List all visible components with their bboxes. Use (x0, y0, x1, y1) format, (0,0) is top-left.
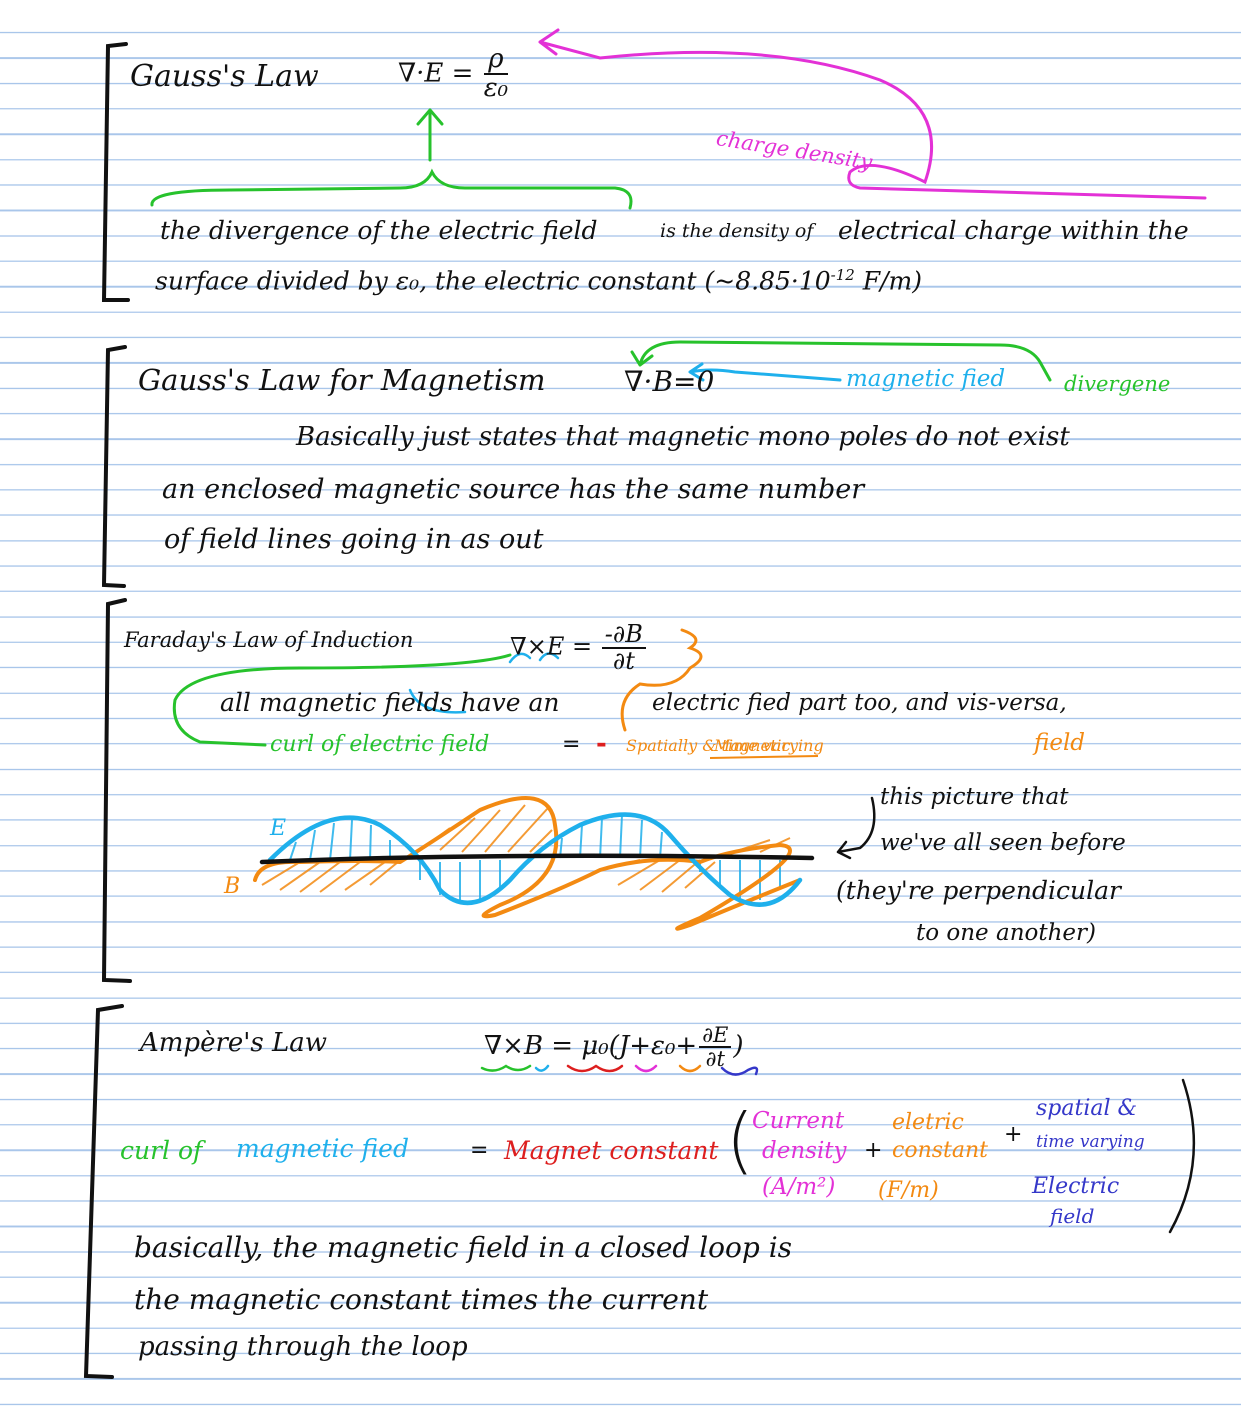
gauss-line2-b: (~8.85·10 (704, 266, 831, 296)
charge-density-arrow (538, 28, 1207, 200)
charge-density-label: charge density (714, 126, 874, 175)
gauss-mag-line1: Basically just states that magnetic mono… (296, 422, 1070, 452)
faraday-eq-num: -∂B (601, 621, 646, 650)
ampere-current-b: density (762, 1138, 847, 1164)
e-wave-hatch (289, 814, 781, 903)
ampere-line3: passing through the loop (138, 1332, 468, 1362)
divergence-brace (150, 108, 633, 210)
faraday-eq-fraction: -∂B ∂t (601, 621, 646, 676)
ampere-plus2: + (1004, 1122, 1023, 1147)
wave-label-b: B (224, 874, 241, 899)
wave-axis (259, 853, 815, 865)
bracket-gauss-magnetism (101, 345, 127, 588)
ampere-elec-unit: (F/m) (878, 1178, 939, 1203)
gauss-title: Gauss's Law (130, 59, 319, 94)
ampere-big-paren (1168, 1078, 1196, 1234)
ampere-spatial-d: field (1050, 1204, 1095, 1228)
faraday-curl-label: curl of electric field (270, 732, 490, 757)
b-wave-hatch (261, 804, 791, 893)
ampere-eq-sign: = (470, 1138, 489, 1163)
em-wave (253, 796, 815, 931)
ampere-current-unit: (A/m²) (762, 1174, 836, 1200)
bracket-gauss (101, 42, 130, 302)
gauss-line1-b: is the density of (660, 220, 814, 242)
faraday-rhs-b: Magnetic (714, 736, 791, 755)
faraday-equation: ∇×E = -∂B ∂t (510, 621, 648, 676)
faraday-eq-den: ∂t (612, 647, 635, 676)
faraday-rhs-a: Spatially & time varying (626, 736, 824, 755)
ampere-open-paren: ( (726, 1098, 755, 1182)
faraday-title: Faraday's Law of Induction (124, 628, 414, 652)
faraday-eq-lhs: ∇×E = (510, 632, 593, 661)
gauss-mag-equation: ∇·B=0 (624, 365, 715, 398)
gauss-line1-a: the divergence of the electric field (160, 216, 598, 245)
b-wave (253, 796, 802, 931)
gauss-equation: ∇·E = ρ ε₀ (398, 45, 510, 104)
gauss-mag-title: Gauss's Law for Magnetism (138, 363, 546, 397)
faraday-rhs-c: field (1034, 730, 1086, 756)
bracket-ampere (83, 1004, 124, 1379)
faraday-minus: - (596, 729, 607, 759)
ampere-plus1: + (864, 1138, 883, 1163)
e-wave (267, 812, 803, 907)
gauss-line1-c: electrical charge within the (838, 216, 1189, 245)
ampere-spatial-b: time varying (1036, 1132, 1145, 1152)
bracket-faraday (101, 598, 132, 983)
ampere-line1: basically, the magnetic field in a close… (134, 1231, 793, 1264)
faraday-note4: to one another) (916, 920, 1096, 946)
gauss-eq-fraction: ρ ε₀ (483, 45, 509, 104)
ampere-eq-lhs: ∇×B = μ₀ (484, 1031, 609, 1062)
ampere-line2: the magnetic constant times the current (134, 1283, 709, 1316)
faraday-line1-a: all magnetic fields have an (220, 688, 560, 717)
faraday-equals: = (562, 732, 581, 757)
ampere-eq-close: ) (733, 1031, 744, 1062)
magnetic-field-label: magnetic fied (846, 366, 1006, 392)
gauss-eq-den: ε₀ (483, 73, 509, 104)
faraday-note2: we've all seen before (880, 830, 1126, 856)
wave-label-e: E (270, 816, 287, 841)
faraday-note3: (they're perpendicular (836, 876, 1121, 905)
ampere-elec-a: eletric (892, 1110, 964, 1135)
divergence-label: divergene (1064, 372, 1171, 396)
gauss-mag-line2: an enclosed magnetic source has the same… (162, 474, 865, 505)
ampere-mag-const: Magnet constant (504, 1136, 719, 1165)
ampere-spatial-a: spatial & (1036, 1096, 1138, 1121)
ampere-current-a: Current (752, 1108, 845, 1134)
faraday-line1-b: electric fied part too, and vis-versa, (652, 690, 1067, 716)
gauss-line2-a: surface divided by ε₀, the electric cons… (155, 266, 697, 296)
gauss-mag-line3: of field lines going in as out (164, 524, 544, 555)
ampere-title: Ampère's Law (140, 1028, 328, 1058)
note-arrow (836, 796, 876, 860)
gauss-eq-lhs: ∇·E = (398, 58, 474, 89)
magnetic-underline (709, 755, 819, 759)
ampere-eq-mid: (J+ε₀+ (608, 1031, 698, 1062)
ampere-eq-den: ∂t (705, 1047, 725, 1072)
ampere-eq-fraction: ∂E ∂t (699, 1024, 732, 1072)
gauss-eq-num: ρ (483, 45, 509, 76)
ampere-equation: ∇×B = μ₀(J+ε₀+ ∂E ∂t ) (484, 1024, 744, 1070)
gauss-line2-exp: -12 (830, 266, 855, 284)
gauss-line2: surface divided by ε₀, the electric cons… (155, 266, 922, 296)
gauss-line2-c: F/m) (862, 266, 922, 296)
faraday-note1: this picture that (880, 784, 1069, 810)
ampere-spatial-c: Electric (1032, 1174, 1120, 1199)
ampere-elec-b: constant (892, 1138, 988, 1163)
ampere-eq-num: ∂E (699, 1024, 732, 1049)
ampere-curl-a: curl of (120, 1136, 203, 1165)
section-brackets (83, 42, 132, 1379)
ampere-curl-b: magnetic fied (236, 1134, 409, 1163)
